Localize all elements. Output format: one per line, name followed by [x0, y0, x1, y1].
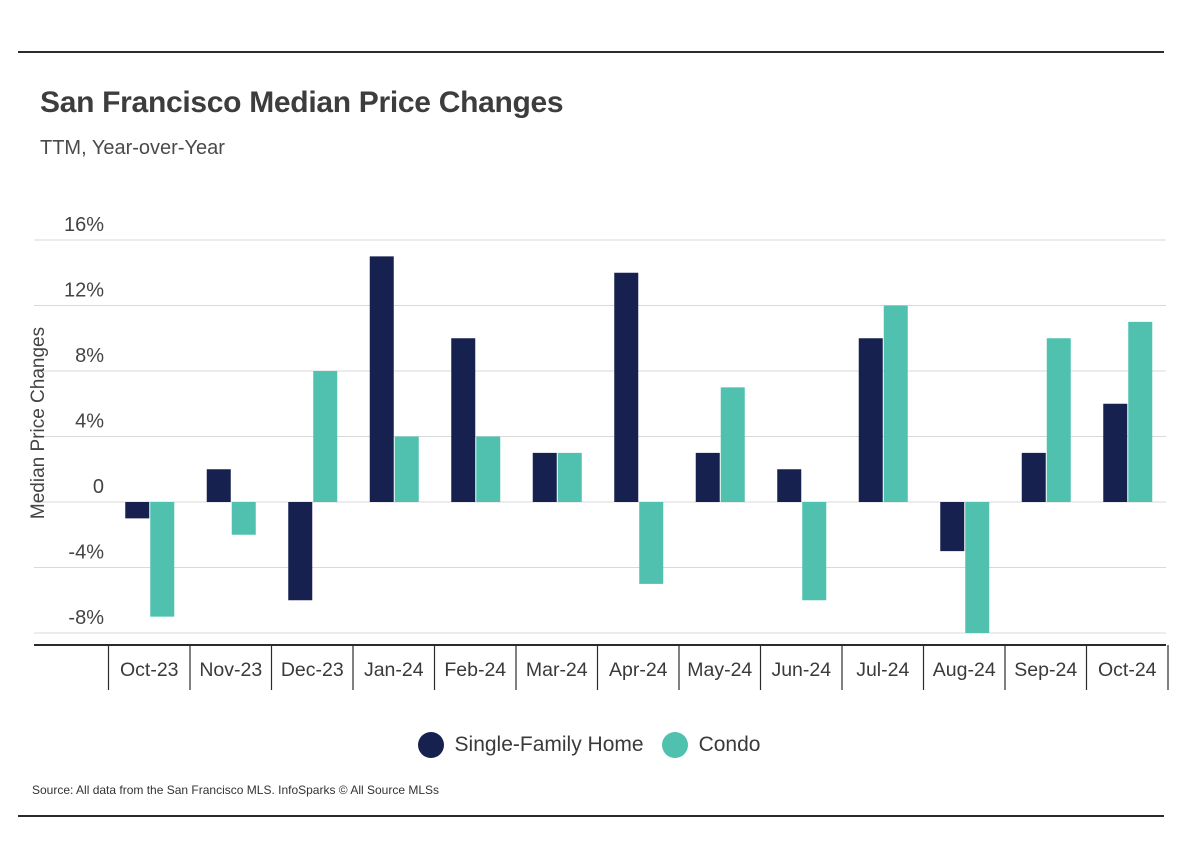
x-tick-label: Apr-24: [609, 659, 668, 681]
x-tick-label: Jan-24: [364, 659, 424, 681]
legend-label-condo: Condo: [698, 733, 761, 756]
bar-condo: [720, 387, 745, 502]
y-tick-label: 16%: [64, 214, 104, 236]
legend-item-single-family: Single-Family Home: [417, 732, 644, 758]
bar-single-family: [1021, 452, 1046, 502]
legend-item-condo: Condo: [661, 732, 761, 758]
bar-single-family: [1103, 403, 1128, 502]
x-tick-label: Oct-23: [120, 659, 179, 681]
chart-title: San Francisco Median Price Changes: [40, 86, 564, 119]
bar-single-family: [614, 272, 639, 502]
y-axis-title: Median Price Changes: [28, 327, 49, 519]
bar-single-family: [695, 452, 720, 502]
bar-condo: [150, 502, 175, 617]
y-tick-label: 12%: [64, 280, 104, 302]
bar-chart: 16% 12% 8% 4% 0 -4% -8% Median Price Changes Oct…: [28, 214, 1169, 690]
x-tick-label: Nov-23: [199, 659, 262, 681]
bar-single-family: [940, 502, 965, 552]
bar-condo: [883, 305, 908, 502]
x-tick-label: Aug-24: [933, 659, 996, 681]
bottom-rule: [18, 815, 1164, 817]
bar-condo: [1128, 321, 1153, 502]
legend: Single-Family Home Condo: [0, 732, 1182, 758]
x-tick-label: Dec-23: [281, 659, 344, 681]
top-rule: [18, 51, 1164, 53]
bar-condo: [231, 502, 256, 535]
x-tick-label: May-24: [687, 659, 752, 681]
bar-condo: [802, 502, 827, 601]
x-tick-label: Oct-24: [1098, 659, 1157, 681]
bar-single-family: [451, 338, 476, 502]
bar-condo: [557, 452, 582, 502]
bar-condo: [1046, 338, 1071, 502]
y-tick-label: 8%: [75, 345, 104, 367]
bar-condo: [476, 436, 501, 502]
bar-single-family: [206, 469, 231, 502]
x-tick-label: Mar-24: [526, 659, 588, 681]
x-tick-label: Jun-24: [771, 659, 831, 681]
bar-single-family: [777, 469, 802, 502]
bar-condo: [394, 436, 419, 502]
bar-condo: [639, 502, 664, 584]
bar-single-family: [369, 256, 394, 502]
y-tick-label: -8%: [68, 607, 104, 629]
bar-single-family: [125, 502, 150, 519]
bar-single-family: [858, 338, 883, 502]
y-tick-label: 4%: [75, 411, 104, 433]
bar-condo: [313, 371, 338, 502]
bar-condo: [965, 502, 990, 633]
bar-single-family: [288, 502, 313, 601]
legend-label-single-family: Single-Family Home: [454, 733, 644, 756]
legend-swatch-single-family: [417, 732, 444, 758]
x-tick-label: Sep-24: [1014, 659, 1077, 681]
y-tick-label: 0: [93, 476, 104, 498]
source-note: Source: All data from the San Francisco …: [32, 783, 440, 797]
bar-single-family: [532, 452, 557, 502]
x-tick-label: Jul-24: [856, 659, 909, 681]
legend-swatch-condo: [661, 732, 688, 758]
x-tick-label: Feb-24: [444, 659, 506, 681]
chart-subtitle: TTM, Year-over-Year: [40, 137, 225, 159]
y-tick-label: -4%: [68, 542, 104, 564]
